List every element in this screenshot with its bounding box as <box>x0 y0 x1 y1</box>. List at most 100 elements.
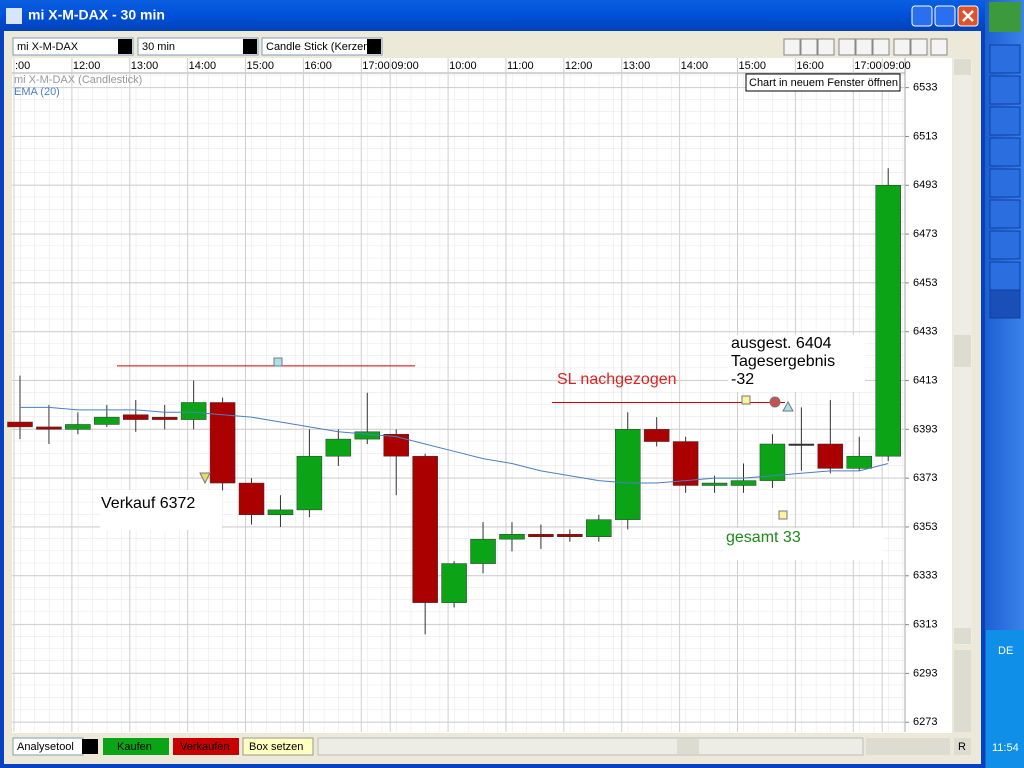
annotation: Verkauf 6372 <box>101 495 195 512</box>
candle-body <box>65 424 91 430</box>
task-button[interactable] <box>989 230 1021 260</box>
y-tick-label: 6393 <box>913 423 937 435</box>
candle-body <box>151 416 178 420</box>
y-tick-label: 6453 <box>913 277 937 289</box>
chart-type-select[interactable] <box>261 37 383 56</box>
candle-body <box>643 429 670 442</box>
horizontal-scrollbar[interactable] <box>317 737 864 756</box>
task-button[interactable] <box>989 106 1021 136</box>
y-tick-label: 6313 <box>913 619 937 631</box>
candle-body <box>7 421 33 428</box>
candle-body <box>209 402 236 484</box>
title-bar <box>0 0 985 31</box>
x-tick-label: 12:00 <box>73 60 101 72</box>
x-tick-label: 16:00 <box>796 60 824 72</box>
scroll-thumb[interactable] <box>677 739 699 754</box>
y-tick-label: 6513 <box>913 130 937 142</box>
x-tick-label: 09:00 <box>391 60 419 72</box>
tool-button[interactable] <box>855 38 873 56</box>
x-tick-label: 17:00 <box>854 60 882 72</box>
taskbar-buttons <box>989 44 1021 319</box>
candle-body <box>94 416 120 425</box>
reset-button-text: R <box>958 741 966 753</box>
task-button[interactable] <box>989 137 1021 167</box>
x-tick-label: 17:00 <box>362 60 390 72</box>
task-button[interactable] <box>989 75 1021 105</box>
plot <box>7 168 901 635</box>
scroll-down[interactable] <box>954 628 971 644</box>
chart-type-select-text: Candle Stick (Kerzen <box>266 41 369 53</box>
tool-button[interactable] <box>930 38 948 56</box>
task-button-active[interactable] <box>989 289 1021 319</box>
candle-body <box>36 426 62 430</box>
zoom-slider[interactable] <box>866 738 950 755</box>
task-button[interactable] <box>989 44 1021 74</box>
task-button[interactable] <box>989 168 1021 198</box>
y-tick-label: 6273 <box>913 716 937 728</box>
tool-button[interactable] <box>910 38 928 56</box>
x-tick-label: :00 <box>15 60 30 72</box>
x-tick-label: 15:00 <box>247 60 275 72</box>
tool-button[interactable] <box>893 38 911 56</box>
x-tick-label: 09:00 <box>883 60 911 72</box>
box-marker <box>741 395 751 405</box>
candle-body <box>441 563 467 603</box>
tool-button[interactable] <box>817 38 835 56</box>
task-button[interactable] <box>989 261 1021 291</box>
scroll-thumb[interactable] <box>954 335 971 367</box>
close-icon <box>962 10 974 22</box>
x-tick-label: 13:00 <box>131 60 159 72</box>
tool-button[interactable] <box>800 38 818 56</box>
y-tick-label: 6433 <box>913 326 937 338</box>
candle-body <box>180 402 207 420</box>
buy-button[interactable] <box>103 738 169 755</box>
minimize-button[interactable] <box>911 5 933 27</box>
tool-button[interactable] <box>838 38 856 56</box>
interval-select-text: 30 min <box>142 41 175 53</box>
x-tick-label: 10:00 <box>449 60 477 72</box>
candle-body <box>846 455 873 469</box>
dropdown-button[interactable] <box>367 39 381 54</box>
candle-body <box>528 534 554 537</box>
task-button[interactable] <box>989 199 1021 229</box>
dropdown-button[interactable] <box>243 39 257 54</box>
scroll-up[interactable] <box>954 59 971 75</box>
buy-button-text: Kaufen <box>117 741 152 753</box>
candle-body <box>123 414 149 420</box>
candle-body <box>759 443 786 481</box>
language-indicator: DE <box>998 645 1013 657</box>
annotation: Tagesergebnis <box>731 353 835 370</box>
tool-button[interactable] <box>872 38 890 56</box>
y-tick-label: 6353 <box>913 521 937 533</box>
box-button[interactable] <box>242 737 314 756</box>
maximize-button[interactable] <box>934 5 956 27</box>
candle-body <box>701 482 728 486</box>
start-button[interactable] <box>989 2 1021 32</box>
instrument-select-text: mi X-M-DAX <box>17 41 79 53</box>
tooltip-text: Chart in neuem Fenster öffnen <box>749 77 898 89</box>
reset-button[interactable] <box>954 738 971 755</box>
annotation-box <box>728 335 865 392</box>
ema-line <box>20 406 889 484</box>
interval-select[interactable] <box>137 37 259 56</box>
zoom-controls[interactable] <box>954 650 971 732</box>
dropdown-button[interactable] <box>118 39 132 54</box>
x-tick-label: 12:00 <box>565 60 593 72</box>
annotation-box <box>724 528 884 560</box>
x-tick-label: 14:00 <box>189 60 217 72</box>
candle-body <box>586 519 612 537</box>
sell-button[interactable] <box>173 738 239 755</box>
candle-body <box>875 185 901 457</box>
tool-button[interactable] <box>783 38 801 56</box>
sell-marker <box>199 472 211 485</box>
analysis-select-text: Analysetool <box>17 741 74 753</box>
x-tick-label: 13:00 <box>623 60 651 72</box>
annotation: gesamt 33 <box>726 529 801 546</box>
candle-body <box>730 480 757 486</box>
instrument-select[interactable] <box>12 37 134 56</box>
y-tick-label: 6533 <box>913 82 937 94</box>
dropdown-button[interactable] <box>82 739 98 754</box>
y-tick-label: 6293 <box>913 667 937 679</box>
